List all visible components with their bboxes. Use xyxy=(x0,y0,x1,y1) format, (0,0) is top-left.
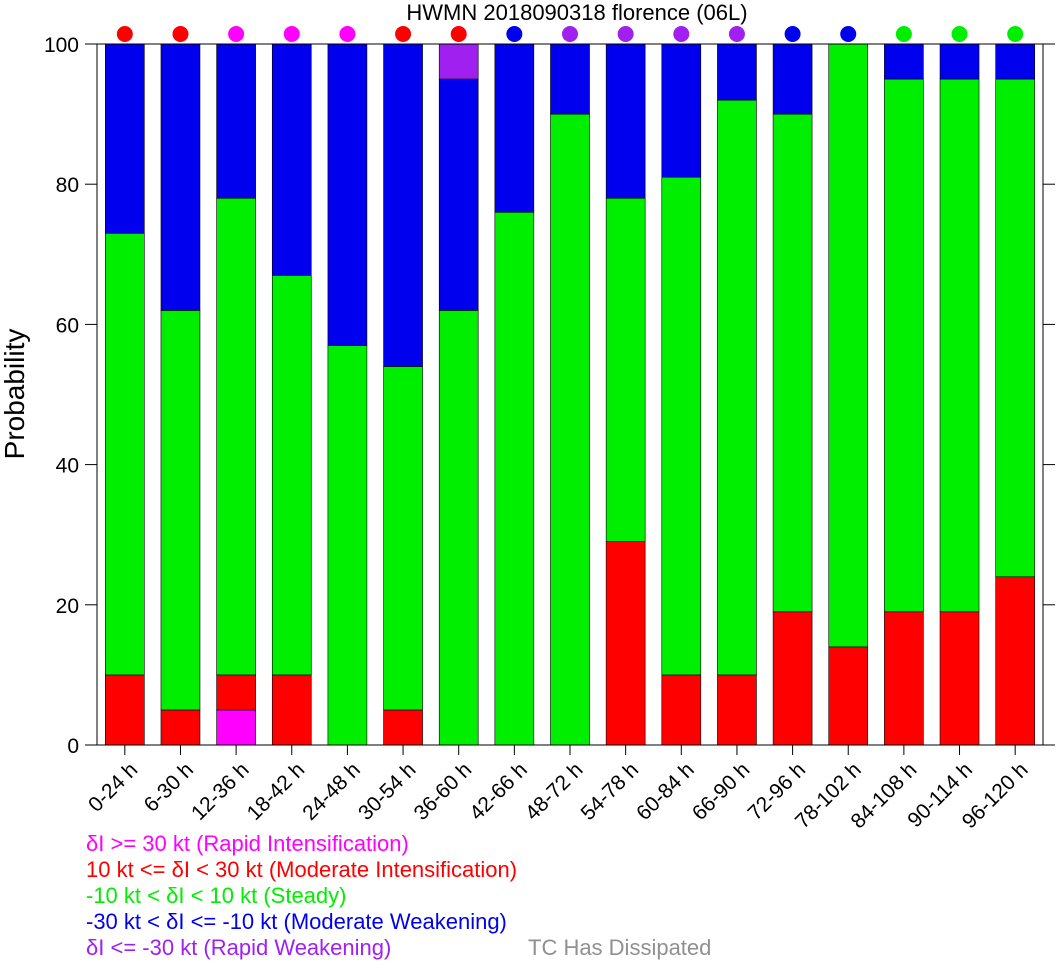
bar-st-24-48h xyxy=(327,345,368,746)
top-marker-5 xyxy=(395,26,412,42)
top-marker-16 xyxy=(1007,26,1024,42)
bar-st-6-30h xyxy=(160,310,201,711)
bar-st-96-120h xyxy=(995,78,1035,578)
x-tick-label: 0-24 h xyxy=(84,758,142,816)
bar-st-54-78h xyxy=(605,197,646,543)
bar-mi-12-36h xyxy=(216,674,256,711)
bar-st-18-42h xyxy=(271,275,312,676)
bar-mi-6-30h xyxy=(160,709,201,746)
bar-st-60-84h xyxy=(661,176,702,676)
bar-mw-12-36h xyxy=(216,43,256,199)
x-tick-label: 18-42 h xyxy=(243,758,310,825)
y-tick-label: 40 xyxy=(56,455,79,478)
bar-st-12-36h xyxy=(216,197,256,676)
top-marker-8 xyxy=(562,26,578,42)
x-tick-label: 36-60 h xyxy=(410,758,477,825)
legend-entry: -30 kt < δI <= -10 kt (Moderate Weakenin… xyxy=(86,909,507,934)
top-marker-10 xyxy=(673,26,690,42)
bar-mw-54-78h xyxy=(605,43,646,199)
bar-rw-36-60h xyxy=(438,43,479,80)
top-marker-15 xyxy=(951,26,968,42)
y-tick-label: 20 xyxy=(56,595,79,618)
bar-mw-66-90h xyxy=(717,43,757,101)
legend-entry: -10 kt < δI < 10 kt (Steady) xyxy=(86,883,346,908)
bar-st-72-96h xyxy=(772,113,813,613)
y-tick-label: 100 xyxy=(44,34,79,57)
x-tick-label: 42-66 h xyxy=(465,758,532,825)
bar-mw-72-96h xyxy=(772,43,813,115)
x-tick-label: 48-72 h xyxy=(521,758,588,825)
bar-st-48-72h xyxy=(550,113,590,746)
bar-mi-84-108h xyxy=(884,611,924,746)
bar-mi-96-120h xyxy=(995,576,1035,746)
x-tick-label: 60-84 h xyxy=(632,758,699,825)
bar-mw-6-30h xyxy=(160,43,201,311)
bar-mw-90-114h xyxy=(939,43,980,80)
bar-mw-48-72h xyxy=(550,43,590,115)
top-marker-3 xyxy=(283,26,300,42)
bar-mi-0-24h xyxy=(105,674,145,746)
legend-entry: δI <= -30 kt (Rapid Weakening) xyxy=(86,935,391,960)
top-marker-1 xyxy=(172,26,189,42)
y-ticks-layer: 0 20 40 60 80 100 xyxy=(44,34,1055,758)
x-tick-label: 12-36 h xyxy=(187,758,254,825)
chart-title: HWMN 2018090318 florence (06L) xyxy=(406,0,747,25)
bar-mi-66-90h xyxy=(717,674,757,746)
bar-st-36-60h xyxy=(438,310,479,746)
bar-mi-60-84h xyxy=(661,674,702,746)
top-marker-12 xyxy=(784,26,801,42)
x-tick-label: 54-78 h xyxy=(577,758,644,825)
y-axis-label: Probability xyxy=(0,329,30,460)
bar-mw-60-84h xyxy=(661,43,702,178)
top-marker-0 xyxy=(116,26,133,42)
bar-mi-30-54h xyxy=(383,709,423,746)
bar-st-66-90h xyxy=(717,99,757,676)
bar-mi-78-102h xyxy=(828,646,869,746)
bar-st-84-108h xyxy=(884,78,924,613)
top-marker-14 xyxy=(895,26,912,42)
bar-st-90-114h xyxy=(939,78,980,613)
top-marker-7 xyxy=(506,26,523,42)
top-marker-9 xyxy=(617,26,634,42)
x-ticks-layer: 0-24 h6-30 h12-36 h18-42 h24-48 h30-54 h… xyxy=(84,745,1033,833)
bar-mw-24-48h xyxy=(327,43,368,346)
bar-mw-18-42h xyxy=(271,43,312,276)
legend: δI >= 30 kt (Rapid Intensification)10 kt… xyxy=(86,831,711,960)
top-marker-11 xyxy=(728,26,745,42)
bar-mw-30-54h xyxy=(383,43,423,367)
bar-st-78-102h xyxy=(828,43,869,648)
bar-mw-84-108h xyxy=(884,43,924,80)
top-marker-4 xyxy=(339,26,356,42)
y-tick-label: 0 xyxy=(67,735,79,758)
x-tick-label: 24-48 h xyxy=(298,758,365,825)
dissipated-label: TC Has Dissipated xyxy=(528,935,711,960)
bar-mw-96-120h xyxy=(995,43,1035,80)
bar-st-42-66h xyxy=(494,211,535,746)
legend-entry: 10 kt <= δI < 30 kt (Moderate Intensific… xyxy=(86,857,517,882)
bar-st-0-24h xyxy=(105,232,145,676)
bar-mi-72-96h xyxy=(772,611,813,746)
y-tick-label: 80 xyxy=(56,174,79,197)
bars-layer xyxy=(105,43,1035,746)
bar-ri-12-36h xyxy=(216,709,256,746)
bar-mi-54-78h xyxy=(605,541,646,746)
top-marker-13 xyxy=(840,26,857,42)
bar-mw-0-24h xyxy=(105,43,145,234)
top-markers-layer xyxy=(116,26,1024,42)
x-tick-label: 30-54 h xyxy=(354,758,421,825)
bar-mw-42-66h xyxy=(494,43,535,213)
x-tick-label: 66-90 h xyxy=(688,758,755,825)
top-marker-6 xyxy=(450,26,467,42)
y-tick-label: 60 xyxy=(56,314,79,337)
top-marker-2 xyxy=(228,26,245,42)
legend-entry: δI >= 30 kt (Rapid Intensification) xyxy=(86,831,409,856)
bar-st-30-54h xyxy=(383,366,423,711)
bar-mi-90-114h xyxy=(939,611,980,746)
bar-mw-36-60h xyxy=(438,78,479,311)
bar-mi-18-42h xyxy=(271,674,312,746)
